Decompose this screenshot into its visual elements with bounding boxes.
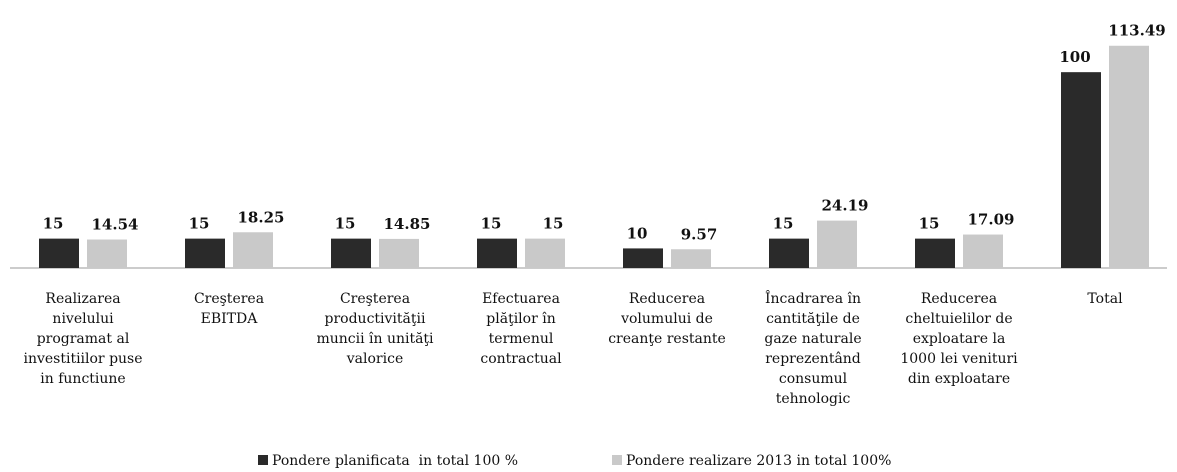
value-label: 15	[481, 215, 502, 233]
bar	[623, 248, 663, 268]
value-label: 14.54	[92, 216, 139, 234]
bar	[769, 238, 809, 268]
value-label: 10	[627, 224, 648, 242]
bar	[525, 238, 565, 268]
bar	[915, 238, 955, 268]
x-tick-label: Efectuarea plăţilor în termenul contractual	[480, 291, 562, 367]
bar	[817, 220, 857, 268]
value-label: 14.85	[384, 215, 431, 233]
legend-label: Pondere realizare 2013 in total 100%	[626, 453, 891, 469]
bar	[963, 234, 1003, 268]
value-label: 15	[43, 215, 64, 233]
x-tick-label: Creşterea productivităţii muncii în unităţ…	[316, 291, 434, 367]
x-tick-label: Reducerea volumului de creanţe restante	[608, 291, 726, 347]
legend-label: Pondere planificata in total 100 %	[272, 453, 518, 469]
bar	[1061, 72, 1101, 269]
bar	[233, 232, 273, 268]
legend-swatch	[612, 455, 622, 465]
value-label: 15	[543, 215, 564, 233]
value-label: 15	[189, 215, 210, 233]
x-tick-label: Încadrarea în cantităţile de gaze naturale…	[764, 289, 861, 407]
x-tick-label: Creşterea EBITDA	[194, 291, 264, 327]
x-tick-label: Realizarea nivelului programat al investiti…	[23, 291, 142, 387]
value-label: 17.09	[968, 211, 1015, 229]
bar	[331, 238, 371, 268]
x-tick-label: Reducerea cheltuielilor de exploatare la 10…	[900, 291, 1018, 387]
value-label: 15	[335, 215, 356, 233]
bar	[1109, 45, 1149, 268]
bar	[379, 238, 419, 268]
x-tick-label: Total	[1087, 291, 1123, 307]
bar	[477, 238, 517, 268]
bar	[671, 249, 711, 268]
bar	[87, 239, 127, 268]
value-label: 9.57	[681, 225, 718, 243]
bar	[185, 238, 225, 268]
value-label: 15	[919, 215, 940, 233]
value-label: 113.49	[1108, 22, 1165, 40]
legend-swatch	[258, 455, 268, 465]
value-label: 100	[1059, 48, 1090, 66]
value-label: 18.25	[238, 208, 285, 226]
value-label: 24.19	[822, 197, 869, 215]
value-label: 15	[773, 215, 794, 233]
bar	[39, 238, 79, 268]
